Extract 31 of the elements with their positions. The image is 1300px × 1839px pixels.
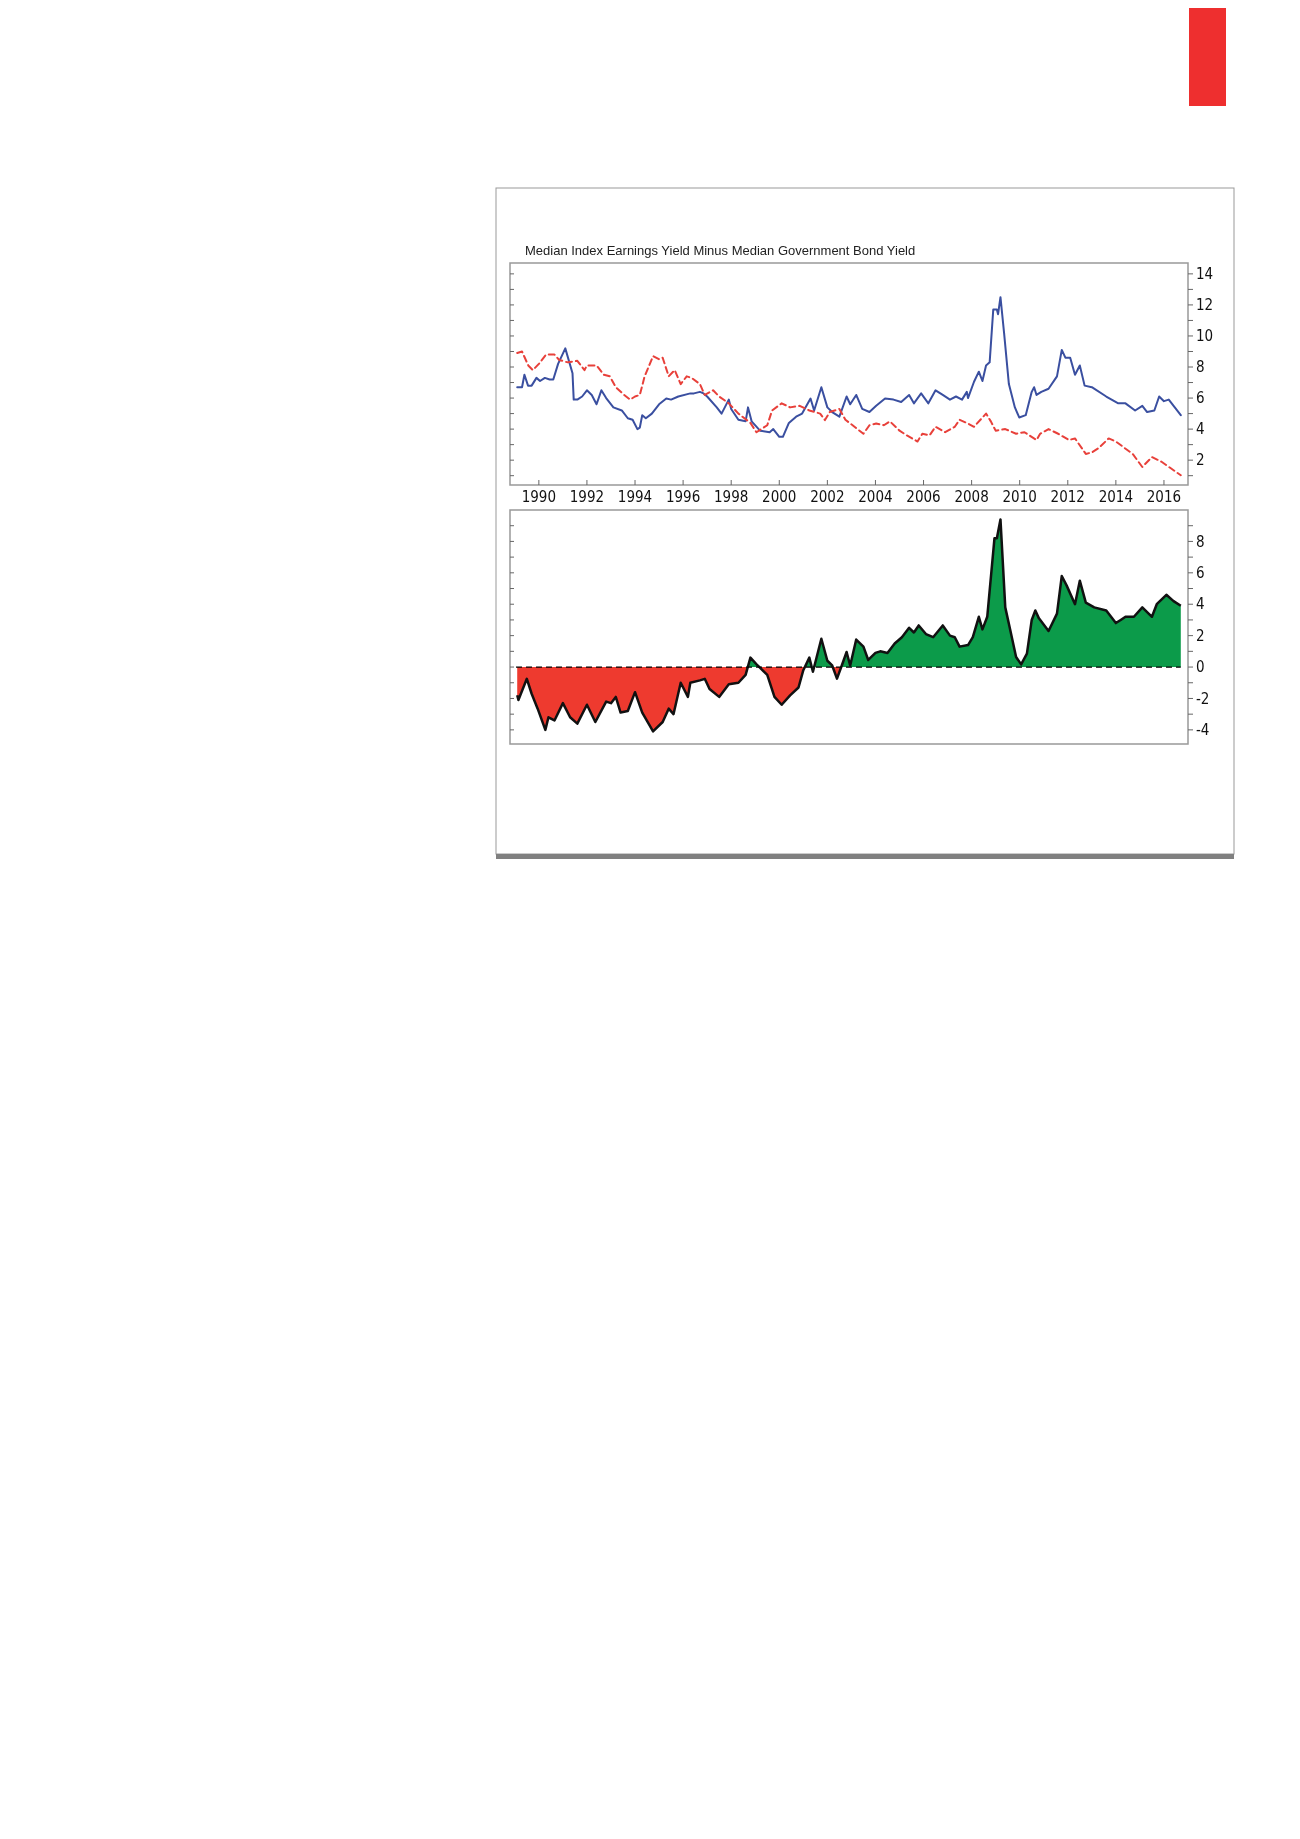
x-tick-label: 2012 [1050,488,1085,506]
line-series [516,296,1182,438]
x-tick-label: 2006 [906,488,941,506]
y-tick-label: -4 [1196,721,1210,740]
y-tick-label: 2 [1196,451,1205,470]
line-series [516,350,1182,477]
y-tick-label: 14 [1196,265,1214,284]
x-tick-label: 2010 [1002,488,1037,506]
y-tick-label: 8 [1196,532,1205,551]
x-tick-label: 2016 [1146,488,1182,506]
y-tick-label: 12 [1196,296,1214,315]
x-tick-label: 1998 [714,488,749,506]
x-tick-label: 2004 [858,488,893,506]
y-tick-label: -2 [1196,689,1210,708]
y-tick-label: 6 [1196,564,1205,583]
x-tick-label: 2002 [810,488,845,506]
chart-title: Median Index Earnings Yield Minus Median Government Bond Yield [525,243,916,258]
x-tick-label: 1990 [521,488,557,506]
x-tick-label: 2008 [954,488,989,506]
x-tick-label: 2000 [762,488,797,506]
y-tick-label: 4 [1196,420,1205,439]
x-tick-label: 1994 [617,488,653,506]
y-tick-label: 4 [1196,595,1205,614]
y-tick-label: 2 [1196,626,1205,645]
y-tick-label: 8 [1196,358,1205,377]
x-tick-label: 2014 [1098,488,1134,506]
x-tick-label: 1992 [569,488,605,506]
y-tick-label: 6 [1196,389,1205,408]
y-tick-label: 10 [1196,327,1214,346]
y-tick-label: 0 [1196,658,1205,677]
x-tick-label: 1996 [665,488,701,506]
